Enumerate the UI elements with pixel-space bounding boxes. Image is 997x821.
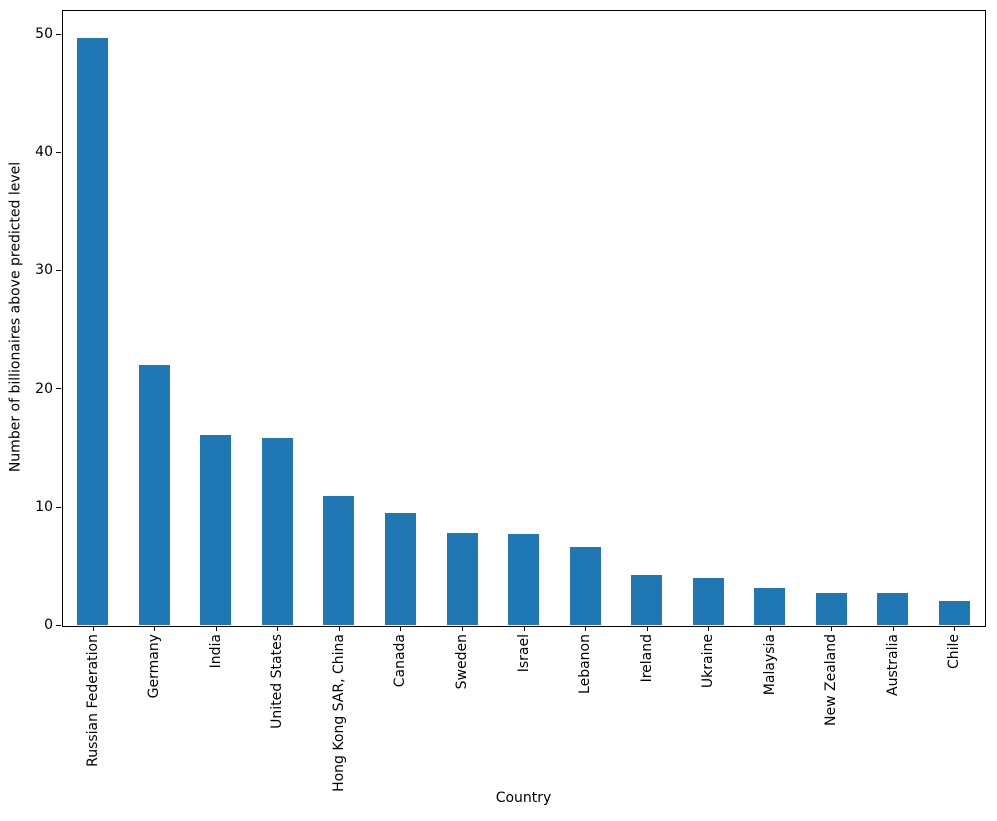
bar-india — [200, 434, 232, 625]
x-tick-label: Canada — [392, 634, 409, 688]
x-tick-mark — [154, 626, 155, 631]
x-tick-label: Australia — [884, 634, 901, 696]
x-tick-mark — [462, 626, 463, 631]
y-tick-mark — [56, 152, 61, 153]
bar-ireland — [631, 575, 663, 625]
y-tick-mark — [56, 507, 61, 508]
x-tick-mark — [893, 626, 894, 631]
bar-canada — [384, 512, 416, 625]
y-tick-label: 30 — [35, 262, 53, 279]
x-tick-mark — [708, 626, 709, 631]
bar-israel — [508, 533, 539, 625]
x-tick-mark — [93, 626, 94, 631]
bar-ukraine — [692, 577, 724, 625]
y-tick-mark — [56, 625, 61, 626]
x-tick-mark — [339, 626, 340, 631]
x-tick-label: United States — [269, 634, 286, 729]
bar-sweden — [446, 532, 478, 626]
x-tick-label: Hong Kong SAR, China — [330, 634, 347, 792]
x-tick-label: Malaysia — [761, 634, 778, 696]
bar-australia — [877, 593, 909, 625]
y-tick-label: 50 — [35, 25, 53, 42]
bar-new-zealand — [815, 593, 847, 625]
x-tick-mark — [647, 626, 648, 631]
bar-united-states — [261, 438, 293, 625]
y-tick-label: 40 — [35, 143, 53, 160]
y-axis-label: Number of billionaires above predicted l… — [7, 161, 24, 473]
x-tick-mark — [524, 626, 525, 631]
y-tick-mark — [56, 34, 61, 35]
x-tick-label: Russian Federation — [84, 634, 101, 767]
bar-russian-federation — [77, 38, 109, 625]
x-tick-mark — [277, 626, 278, 631]
x-tick-mark — [954, 626, 955, 631]
x-tick-label: Chile — [946, 634, 963, 670]
y-tick-mark — [56, 270, 61, 271]
x-tick-mark — [400, 626, 401, 631]
x-tick-label: Israel — [515, 634, 532, 673]
y-tick-mark — [56, 388, 61, 389]
y-tick-label: 20 — [35, 380, 53, 397]
bar-lebanon — [569, 546, 601, 625]
x-tick-label: India — [207, 634, 224, 669]
x-tick-mark — [216, 626, 217, 631]
x-tick-label: Ukraine — [700, 634, 717, 689]
bar-hong-kong-sar-china — [323, 496, 355, 625]
x-tick-mark — [585, 626, 586, 631]
x-tick-label: Lebanon — [577, 634, 593, 694]
bar-germany — [138, 364, 170, 625]
y-tick-label: 0 — [44, 617, 53, 633]
y-tick-label: 10 — [35, 498, 53, 515]
x-tick-label: New Zealand — [823, 634, 840, 726]
x-tick-label: Germany — [146, 634, 163, 699]
bar-malaysia — [754, 588, 786, 625]
x-tick-label: Sweden — [454, 634, 470, 690]
x-tick-mark — [770, 626, 771, 631]
x-tick-mark — [831, 626, 832, 631]
bar-chile — [938, 601, 970, 625]
x-axis-label: Country — [495, 790, 552, 806]
x-tick-label: Ireland — [638, 634, 655, 683]
